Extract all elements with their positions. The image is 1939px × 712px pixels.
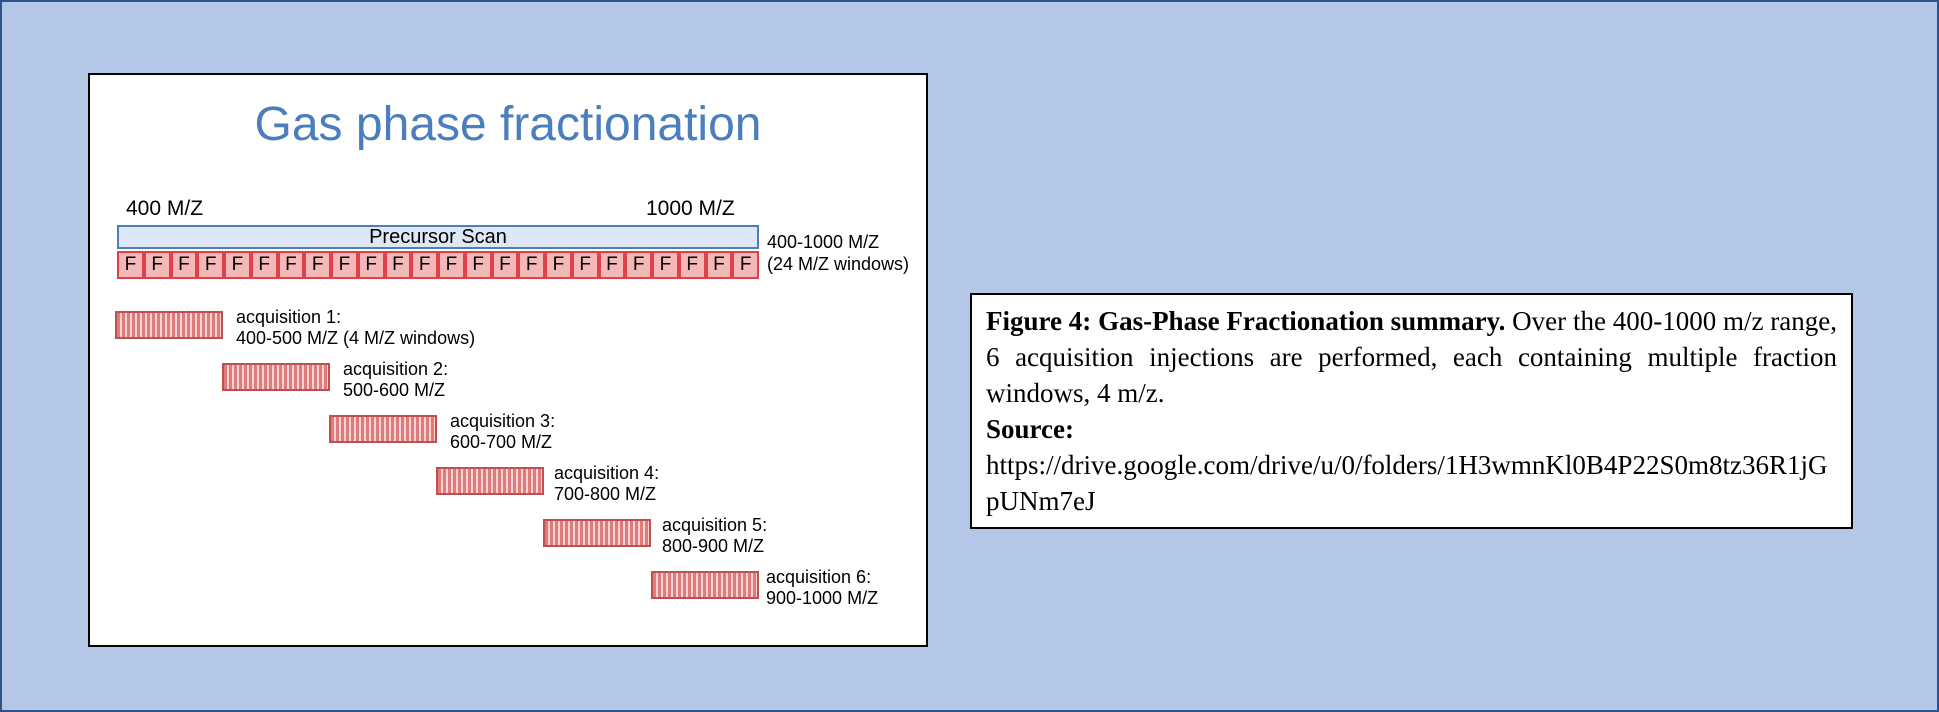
source-label: Source: bbox=[986, 414, 1074, 444]
acquisition-label-5: acquisition 5: 800-900 M/Z bbox=[662, 515, 767, 557]
caption-text: Figure 4: Gas-Phase Fractionation summar… bbox=[986, 303, 1837, 411]
caption-heading: Figure 4: Gas-Phase Fractionation summar… bbox=[986, 306, 1506, 336]
precursor-scan-bar: Precursor Scan bbox=[117, 225, 759, 249]
precursor-windows-label: (24 M/Z windows) bbox=[767, 254, 910, 274]
fraction-window: F bbox=[331, 251, 358, 279]
fraction-window: F bbox=[277, 251, 305, 279]
slide-title: Gas phase fractionation bbox=[254, 98, 762, 151]
acquisition-range: 400-500 M/Z (4 M/Z windows) bbox=[236, 328, 476, 348]
acquisition-bar-3 bbox=[329, 415, 437, 443]
acquisition-bar-4 bbox=[436, 467, 544, 495]
precursor-range-label: 400-1000 M/Z bbox=[767, 232, 880, 252]
acquisition-range: 900-1000 M/Z bbox=[766, 588, 879, 608]
fraction-window: F bbox=[224, 251, 251, 279]
acquisition-bar-1 bbox=[115, 311, 223, 339]
fraction-window: F bbox=[678, 251, 706, 279]
acquisition-bar-2 bbox=[222, 363, 330, 391]
fraction-window: F bbox=[625, 251, 652, 279]
acquisition-range: 600-700 M/Z bbox=[450, 432, 553, 452]
fraction-window: F bbox=[384, 251, 412, 279]
acquisition-bar-6 bbox=[651, 571, 759, 599]
fraction-window: F bbox=[357, 251, 385, 279]
acquisition-range: 500-600 M/Z bbox=[343, 380, 446, 400]
source-url: https://drive.google.com/drive/u/0/folde… bbox=[986, 450, 1828, 516]
fraction-window: F bbox=[705, 251, 733, 279]
acquisition-label-2: acquisition 2: 500-600 M/Z bbox=[343, 359, 448, 401]
acquisition-label-3: acquisition 3: 600-700 M/Z bbox=[450, 411, 555, 453]
acquisition-name: acquisition 4: bbox=[554, 463, 660, 483]
fraction-window: F bbox=[438, 251, 465, 279]
figure-caption: Figure 4: Gas-Phase Fractionation summar… bbox=[970, 293, 1853, 529]
acquisition-name: acquisition 6: bbox=[766, 567, 872, 587]
acquisition-label-4: acquisition 4: 700-800 M/Z bbox=[554, 463, 659, 505]
fraction-window: F bbox=[571, 251, 599, 279]
fraction-window: F bbox=[117, 251, 144, 279]
acquisition-name: acquisition 1: bbox=[236, 307, 342, 327]
fraction-window: F bbox=[518, 251, 545, 279]
acquisition-name: acquisition 2: bbox=[343, 359, 449, 379]
acquisition-name: acquisition 3: bbox=[450, 411, 556, 431]
acquisition-range: 800-900 M/Z bbox=[662, 536, 765, 556]
fraction-window: F bbox=[197, 251, 224, 279]
fraction-window: F bbox=[652, 251, 679, 279]
acquisition-name: acquisition 5: bbox=[662, 515, 768, 535]
fraction-window: F bbox=[304, 251, 331, 279]
fraction-window: F bbox=[250, 251, 278, 279]
acquisition-label-6: acquisition 6: 900-1000 M/Z bbox=[766, 567, 878, 609]
fraction-window: F bbox=[598, 251, 626, 279]
range-start-label: 400 M/Z bbox=[126, 197, 204, 220]
caption-body: Over the 400-1000 m/z range, 6 acquisiti… bbox=[986, 306, 1837, 408]
diagram-slide: Gas phase fractionation 400 M/Z 1000 M/Z… bbox=[88, 73, 928, 647]
acquisition-range: 700-800 M/Z bbox=[554, 484, 657, 504]
fraction-window: F bbox=[464, 251, 492, 279]
fraction-window: F bbox=[411, 251, 438, 279]
acquisition-bar-5 bbox=[543, 519, 651, 547]
fraction-window: F bbox=[491, 251, 519, 279]
fraction-window: F bbox=[143, 251, 171, 279]
range-end-label: 1000 M/Z bbox=[646, 197, 735, 220]
fraction-window: F bbox=[732, 251, 759, 279]
fraction-window: F bbox=[545, 251, 572, 279]
acquisition-label-1: acquisition 1: 400-500 M/Z (4 M/Z window… bbox=[236, 307, 475, 349]
fraction-window: F bbox=[170, 251, 198, 279]
